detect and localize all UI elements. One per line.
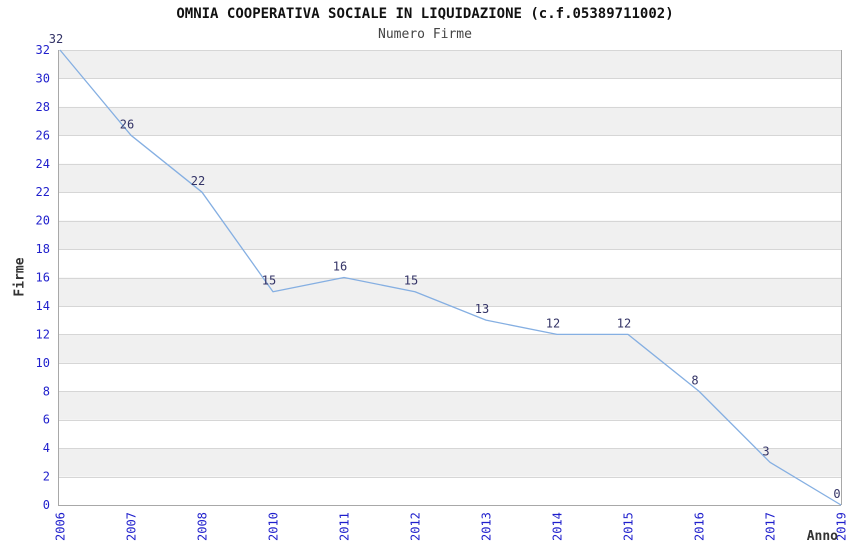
y-tick-label: 14: [36, 299, 50, 313]
shaded-band: [58, 448, 841, 477]
gridlines: [58, 50, 842, 506]
value-label: 15: [262, 274, 276, 288]
y-axis-title: Firme: [12, 257, 28, 297]
value-label: 15: [404, 274, 418, 288]
y-tick-label: 10: [36, 356, 50, 370]
y-tick-label: 24: [36, 157, 50, 171]
y-tick-label: 2: [43, 470, 50, 484]
y-tick-label: 28: [36, 100, 50, 114]
shaded-band: [58, 163, 841, 193]
x-axis-title: Anno: [806, 529, 838, 544]
x-tick-label: 2011: [338, 512, 352, 541]
x-tick-label: 2013: [480, 512, 494, 541]
x-tick-label: 2017: [764, 512, 778, 541]
x-tick-label: 2012: [409, 512, 423, 541]
value-label: 8: [691, 373, 698, 387]
shaded-band: [58, 106, 841, 136]
y-tick-label: 22: [36, 185, 50, 199]
x-tick-label: 2008: [196, 512, 210, 541]
x-tick-label: 2007: [125, 512, 139, 541]
value-label: 13: [475, 302, 489, 316]
y-tick-label: 6: [43, 413, 50, 427]
value-label: 32: [49, 32, 63, 46]
value-label: 26: [120, 117, 134, 131]
chart-title: OMNIA COOPERATIVA SOCIALE IN LIQUIDAZION…: [176, 6, 674, 22]
shaded-band: [58, 277, 841, 306]
y-tick-label: 8: [43, 384, 50, 398]
x-tick-label: 2006: [54, 512, 68, 541]
x-tick-label: 2014: [551, 512, 565, 541]
shaded-band: [58, 50, 841, 79]
series-line: [59, 49, 842, 506]
plot-bands: [58, 50, 841, 477]
value-label: 0: [833, 487, 840, 501]
value-labels: 32 26 22 15 16 15 13 12 12 8 3 0: [49, 32, 841, 501]
y-tick-label: 26: [36, 128, 50, 142]
value-label: 22: [191, 174, 205, 188]
x-tick-label: 2010: [267, 512, 281, 541]
y-tick-label: 32: [36, 43, 50, 57]
chart-subtitle: Numero Firme: [378, 27, 472, 42]
y-tick-label: 30: [36, 71, 50, 85]
value-label: 16: [333, 260, 347, 274]
x-tick-labels: 2006 2007 2008 2010 2011 2012 2013 2014 2015 2016…: [54, 512, 849, 541]
y-tick-label: 16: [36, 271, 50, 285]
y-tick-label: 4: [43, 441, 50, 455]
y-tick-label: 0: [43, 498, 50, 512]
value-label: 12: [546, 316, 560, 330]
x-tick-label: 2019: [835, 512, 849, 541]
y-tick-label: 18: [36, 242, 50, 256]
value-label: 3: [762, 444, 769, 458]
x-tick-label: 2015: [622, 512, 636, 541]
shaded-band: [58, 220, 841, 250]
x-tick-label: 2016: [693, 512, 707, 541]
shaded-band: [58, 391, 841, 420]
shaded-band: [58, 334, 841, 363]
y-tick-label: 20: [36, 214, 50, 228]
value-label: 12: [617, 316, 631, 330]
y-tick-label: 12: [36, 327, 50, 341]
